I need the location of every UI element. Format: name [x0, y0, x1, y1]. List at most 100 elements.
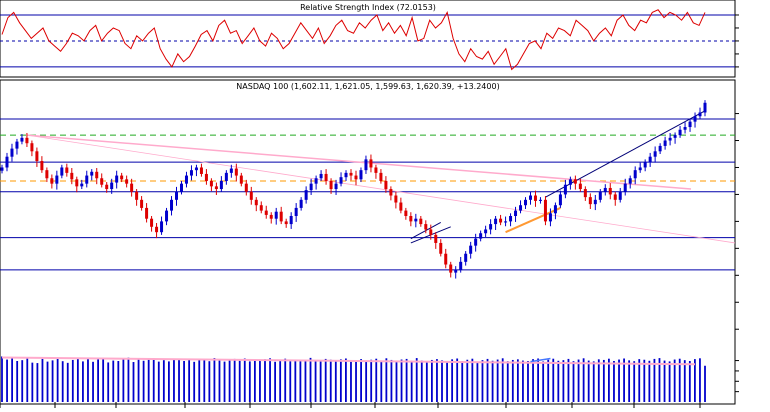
candle-body-63 — [314, 178, 318, 184]
volume-trend-line — [1, 356, 696, 366]
candle-body-92 — [459, 261, 463, 270]
rsi-title: Relative Strength Index (72.0153) — [300, 3, 436, 12]
candle-body-134 — [668, 137, 672, 141]
candle-body-85 — [424, 224, 428, 230]
candle-body-70 — [349, 172, 353, 176]
candle-body-64 — [319, 173, 323, 179]
candle-body-56 — [279, 211, 283, 222]
candle-body-123 — [613, 194, 617, 200]
candle-body-135 — [673, 135, 677, 138]
candle-body-66 — [329, 180, 333, 190]
candle-body-87 — [434, 234, 438, 243]
candle-body-1 — [5, 156, 9, 168]
candle-body-106 — [528, 195, 532, 200]
candle-body-80 — [399, 202, 403, 211]
candle-body-4 — [20, 137, 24, 142]
candle-body-22 — [110, 182, 114, 190]
rsi-line — [1, 9, 706, 71]
candle-body-128 — [638, 167, 642, 171]
candle-body-46 — [229, 168, 233, 173]
candle-body-29 — [145, 207, 149, 219]
candle-body-75 — [374, 167, 378, 173]
orange-support-line — [505, 206, 561, 234]
downtrend-line-thin — [26, 134, 736, 244]
candle-body-6 — [30, 143, 34, 152]
candle-body-16 — [80, 183, 84, 187]
candle-body-121 — [603, 187, 607, 192]
candle-body-125 — [623, 183, 627, 192]
candle-body-41 — [204, 173, 208, 181]
candle-body-47 — [234, 168, 238, 176]
axis-layer — [0, 402, 701, 408]
candle-body-31 — [155, 226, 159, 233]
candle-body-62 — [309, 183, 313, 191]
candle-body-130 — [648, 156, 652, 163]
candle-body-72 — [359, 170, 363, 180]
candle-body-104 — [519, 205, 523, 211]
candle-body-23 — [115, 175, 119, 183]
candle-body-3 — [15, 141, 19, 149]
candle-body-20 — [100, 178, 104, 185]
volume-layer — [1, 356, 739, 402]
candle-body-52 — [259, 205, 263, 211]
candle-body-60 — [299, 199, 303, 208]
candle-body-24 — [120, 175, 124, 180]
candle-body-28 — [140, 199, 144, 208]
candle-body-82 — [409, 216, 413, 222]
candle-body-114 — [568, 179, 572, 185]
candle-body-0 — [0, 167, 4, 171]
candle-body-25 — [125, 179, 129, 184]
candle-body-131 — [653, 151, 657, 157]
candle-body-40 — [199, 167, 203, 174]
candle-body-33 — [165, 210, 169, 222]
candle-body-116 — [578, 183, 582, 190]
candle-body-100 — [499, 218, 503, 223]
candle-body-115 — [573, 179, 577, 184]
candle-body-19 — [95, 171, 99, 179]
candle-body-17 — [85, 175, 89, 184]
candle-body-49 — [244, 183, 248, 192]
candle-body-136 — [678, 129, 682, 136]
candle-body-113 — [563, 184, 567, 195]
candle-body-73 — [364, 159, 368, 171]
candle-body-108 — [538, 199, 542, 201]
candle-body-76 — [379, 172, 383, 181]
candle-body-8 — [40, 161, 44, 171]
candle-body-118 — [588, 197, 592, 205]
candle-body-138 — [688, 121, 692, 128]
candle-body-97 — [484, 229, 488, 234]
candle-body-38 — [189, 170, 193, 176]
price-layer — [0, 100, 739, 330]
candle-body-11 — [55, 175, 59, 184]
candle-body-83 — [414, 218, 418, 222]
candle-body-26 — [130, 183, 134, 192]
candle-body-21 — [105, 184, 109, 190]
rsi-panel-frame — [0, 0, 736, 78]
candle-body-95 — [474, 238, 478, 246]
candle-body-37 — [184, 175, 188, 184]
candle-body-54 — [269, 214, 273, 219]
candle-body-90 — [449, 264, 453, 273]
candle-body-50 — [249, 191, 253, 200]
candle-body-84 — [419, 218, 423, 225]
candle-body-55 — [274, 211, 278, 219]
candle-body-48 — [239, 175, 243, 184]
candle-body-35 — [175, 191, 179, 200]
candle-body-69 — [344, 172, 348, 178]
candle-body-77 — [384, 180, 388, 190]
candle-body-88 — [439, 242, 443, 254]
candle-body-51 — [254, 199, 258, 206]
candle-body-96 — [479, 233, 483, 239]
candle-body-124 — [618, 191, 622, 200]
candle-body-119 — [593, 199, 597, 205]
volume-breakout-line — [530, 357, 551, 363]
candle-body-45 — [224, 172, 228, 181]
candle-body-112 — [558, 194, 562, 206]
candle-body-140 — [698, 112, 702, 117]
candle-body-57 — [284, 221, 288, 225]
candle-body-61 — [304, 190, 308, 200]
candle-body-137 — [683, 127, 687, 130]
candle-body-127 — [633, 170, 637, 179]
